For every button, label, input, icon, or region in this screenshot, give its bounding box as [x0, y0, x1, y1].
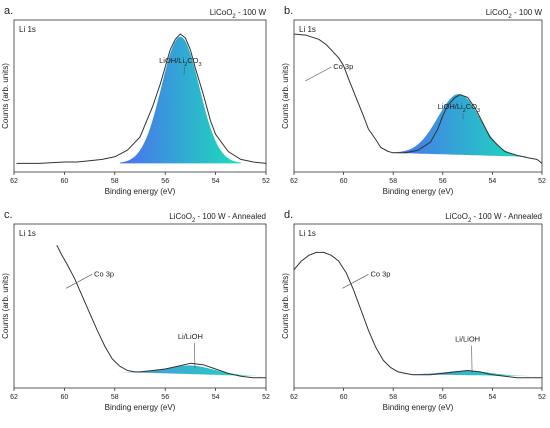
- x-tick-label: 60: [340, 394, 348, 401]
- co-3p-leader-line: [65, 274, 93, 289]
- x-tick-label: 52: [538, 178, 546, 185]
- y-axis-label: Counts (arb. units): [281, 273, 290, 339]
- x-tick-label: 58: [111, 178, 119, 185]
- x-tick-label: 52: [262, 394, 270, 401]
- panel-title: LiCoO2 - 100 W - Annealed: [169, 212, 266, 224]
- x-axis-label: Binding energy (eV): [383, 187, 454, 196]
- panel-label: b.: [284, 5, 293, 17]
- panel-c: c. LiCoO2 - 100 W - Annealed Li 1s 62 60 58 56…: [1, 209, 270, 412]
- panel-title: LiCoO2 - 100 W - Annealed: [445, 212, 542, 224]
- x-tick-label: 62: [10, 394, 18, 401]
- x-tick-label: 62: [290, 394, 298, 401]
- spectrum-line: [293, 33, 543, 164]
- x-axis-label: Binding energy (eV): [105, 187, 176, 196]
- panel-label: d.: [284, 209, 293, 221]
- peak-fill: [396, 370, 539, 377]
- peak-fill: [391, 94, 527, 157]
- panel-title: LiCoO2 - 100 W: [210, 8, 267, 20]
- x-tick-label: 60: [61, 394, 69, 401]
- x-tick-label: 58: [389, 394, 397, 401]
- co-3p-label: Co 3p: [370, 269, 390, 278]
- peak-label: LiOH/Li2CO3: [438, 102, 480, 114]
- co-3p-leader-line: [342, 274, 369, 289]
- peak-label: Li/LiOH: [178, 332, 203, 341]
- corner-label: Li 1s: [19, 229, 36, 238]
- x-tick-label: 54: [489, 178, 497, 185]
- y-axis-label: Counts (arb. units): [1, 273, 10, 339]
- x-tick-label: 52: [262, 178, 270, 185]
- plot-frame: [293, 19, 543, 173]
- corner-label: Li 1s: [299, 229, 316, 238]
- x-tick-label: 60: [61, 178, 69, 185]
- peak-fill: [117, 365, 263, 377]
- x-tick-label: 54: [212, 178, 220, 185]
- panel-label: a.: [4, 5, 13, 17]
- corner-label: Li 1s: [299, 25, 316, 34]
- peak-fill: [119, 36, 241, 164]
- plot-frame: [293, 223, 543, 389]
- x-tick-label: 56: [161, 178, 169, 185]
- x-tick-label: 62: [290, 178, 298, 185]
- x-tick-label: 52: [538, 394, 546, 401]
- y-axis-label: Counts (arb. units): [281, 63, 290, 129]
- x-tick-label: 56: [161, 394, 169, 401]
- panel-title: LiCoO2 - 100 W: [486, 8, 543, 20]
- co-3p-label: Co 3p: [94, 269, 114, 278]
- x-tick-label: 62: [10, 178, 18, 185]
- x-tick-label: 58: [389, 178, 397, 185]
- x-tick-label: 54: [489, 394, 497, 401]
- spectrum-line: [56, 244, 266, 379]
- y-axis-label: Counts (arb. units): [1, 63, 10, 129]
- co-3p-leader-line: [305, 66, 332, 82]
- x-axis-label: Binding energy (eV): [105, 403, 176, 412]
- x-tick-label: 56: [439, 178, 447, 185]
- co-3p-label: Co 3p: [333, 62, 353, 71]
- panel-b: b. LiCoO2 - 100 W Li 1s 62 60 58 56 54 52 Binding…: [281, 5, 546, 196]
- panel-d: d. LiCoO2 - 100 W - Annealed Li 1s 62 60 58 56…: [281, 209, 546, 412]
- panel-label: c.: [4, 209, 13, 221]
- spectrum-line: [293, 251, 542, 379]
- panel-a: a. LiCoO2 - 100 W Li 1s 62 60 58 56 54 52 Binding…: [1, 5, 270, 196]
- x-axis-label: Binding energy (eV): [383, 403, 454, 412]
- x-tick-label: 58: [111, 394, 119, 401]
- x-tick-label: 60: [340, 178, 348, 185]
- corner-label: Li 1s: [19, 25, 36, 34]
- plot-frame: [13, 19, 267, 173]
- x-tick-label: 56: [439, 394, 447, 401]
- x-tick-label: 54: [212, 394, 220, 401]
- spectrum-line: [16, 33, 267, 164]
- plot-frame: [13, 223, 267, 389]
- peak-label: Li/LiOH: [455, 335, 480, 344]
